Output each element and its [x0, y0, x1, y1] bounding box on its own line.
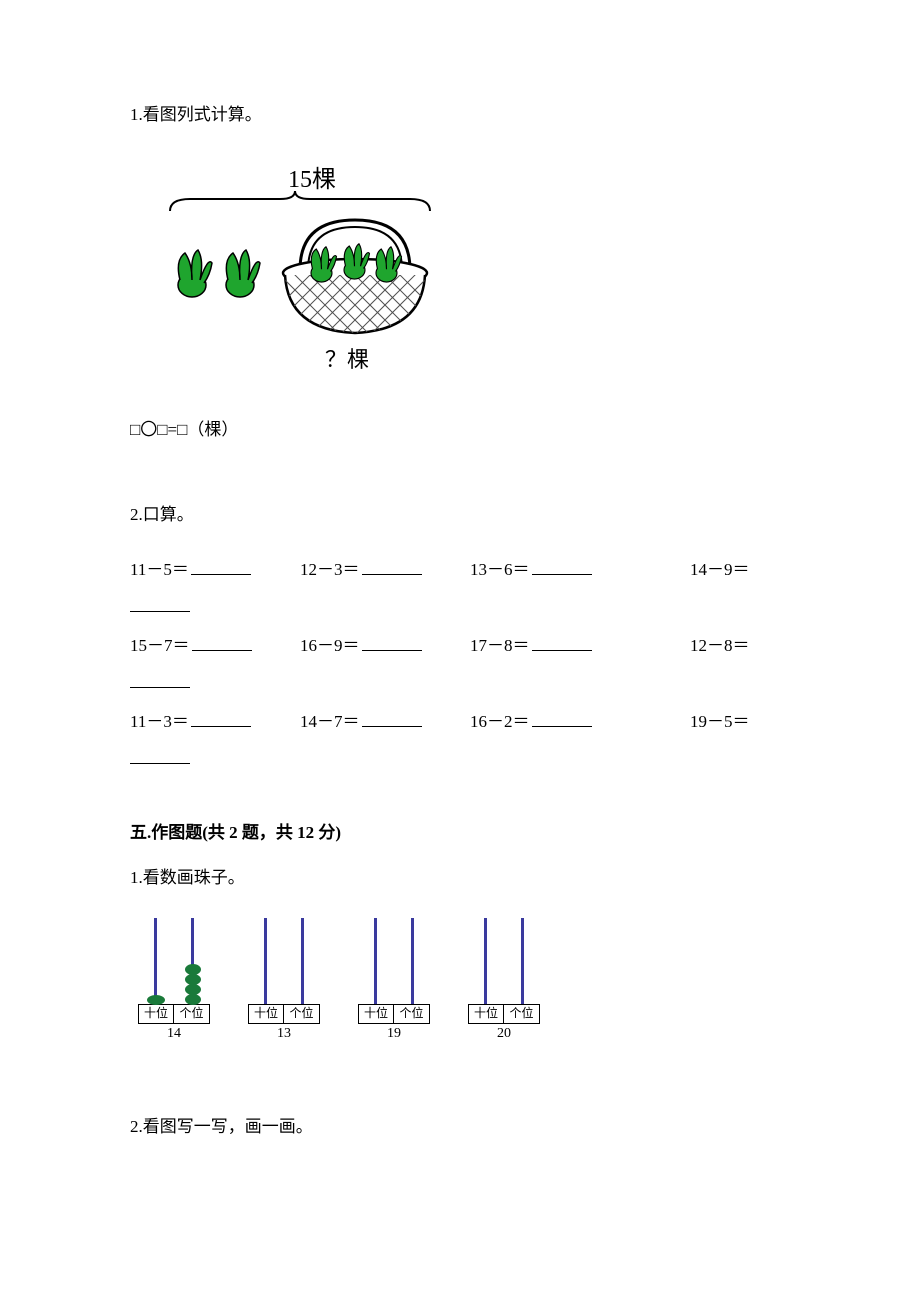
calc-expr: 12－8＝ [690, 631, 750, 656]
ones-rod[interactable] [521, 918, 524, 1004]
ones-label: 个位 [504, 1005, 539, 1023]
abacus-number: 13 [277, 1026, 291, 1042]
calc-item: 16－9＝ [300, 631, 470, 656]
ones-rod[interactable] [301, 918, 304, 1004]
calc-expr: 17－8＝ [470, 631, 530, 656]
calc-expr: 11－3＝ [130, 707, 189, 732]
calc-item: 11－3＝ [130, 707, 300, 732]
answer-blank[interactable] [532, 561, 592, 575]
answer-blank[interactable] [362, 713, 422, 727]
calc-expr: 14－7＝ [300, 707, 360, 732]
q2-label: 2.口算。 [130, 500, 790, 525]
bead [185, 994, 201, 1005]
calc-item: 12－3＝ [300, 555, 470, 580]
calc-item: 11－5＝ [130, 555, 300, 580]
answer-blank[interactable] [362, 637, 422, 651]
abacus-labels: 十位 个位 [248, 1004, 320, 1024]
q1-figure: 15棵 [150, 155, 790, 380]
veg-basket-svg: 15棵 [150, 155, 450, 375]
tens-rod[interactable] [264, 918, 267, 1004]
tens-label: 十位 [359, 1005, 394, 1023]
tens-label: 十位 [469, 1005, 504, 1023]
calc-expr: 15－7＝ [130, 631, 190, 656]
tens-label: 十位 [249, 1005, 284, 1023]
answer-blank[interactable] [192, 637, 252, 651]
answer-blank[interactable] [191, 713, 251, 727]
q1-equation: □〇□=□（棵） [130, 415, 790, 440]
q5-2-label: 2.看图写一写，画一画。 [130, 1112, 790, 1137]
calc-expr: 12－3＝ [300, 555, 360, 580]
answer-blank[interactable] [532, 713, 592, 727]
ones-rod[interactable] [411, 918, 414, 1004]
abacus-number: 19 [387, 1026, 401, 1042]
calc-expr: 13－6＝ [470, 555, 530, 580]
unknown-label: ？棵 [325, 347, 369, 372]
answer-blank[interactable] [362, 561, 422, 575]
calc-row-2: 15－7＝ 16－9＝ 17－8＝ 12－8＝ [130, 631, 790, 656]
calc-item: 15－7＝ [130, 631, 300, 656]
basket [230, 220, 450, 355]
abacus-row: 十位 个位 14 十位 个位 13 十位 个位 19 [138, 918, 790, 1042]
calc-grid: 11－5＝ 12－3＝ 13－6＝ 14－9＝ 15－7＝ 16－9＝ 17－8… [130, 555, 790, 783]
answer-blank[interactable] [130, 750, 190, 764]
tens-rod[interactable] [374, 918, 377, 1004]
bead [147, 995, 165, 1005]
answer-blank[interactable] [130, 598, 190, 612]
calc-row-3: 11－3＝ 14－7＝ 16－2＝ 19－5＝ [130, 707, 790, 732]
calc-item: 12－8＝ [690, 631, 790, 656]
abacus-13: 十位 个位 13 [248, 918, 320, 1042]
section5-header: 五.作图题(共 2 题，共 12 分) [130, 818, 790, 843]
brace [170, 191, 430, 211]
q1-label: 1.看图列式计算。 [130, 100, 790, 125]
abacus-labels: 十位 个位 [358, 1004, 430, 1024]
ones-label: 个位 [394, 1005, 429, 1023]
calc-expr: 11－5＝ [130, 555, 189, 580]
ones-rod [191, 918, 194, 1004]
answer-blank[interactable] [532, 637, 592, 651]
calc-row-1: 11－5＝ 12－3＝ 13－6＝ 14－9＝ [130, 555, 790, 580]
abacus-20: 十位 个位 20 [468, 918, 540, 1042]
calc-item: 19－5＝ [690, 707, 790, 732]
calc-item: 17－8＝ [470, 631, 690, 656]
ones-label: 个位 [174, 1005, 209, 1023]
calc-item: 13－6＝ [470, 555, 690, 580]
abacus-number: 20 [497, 1026, 511, 1042]
total-label: 15棵 [288, 166, 336, 193]
abacus-number: 14 [167, 1026, 181, 1042]
abacus-labels: 十位 个位 [138, 1004, 210, 1024]
ones-label: 个位 [284, 1005, 319, 1023]
calc-expr: 19－5＝ [690, 707, 750, 732]
q5-1-label: 1.看数画珠子。 [130, 863, 790, 888]
veg-outside-1 [178, 250, 212, 297]
tens-rod [154, 918, 157, 1004]
abacus-labels: 十位 个位 [468, 1004, 540, 1024]
calc-expr: 14－9＝ [690, 555, 750, 580]
tens-label: 十位 [139, 1005, 174, 1023]
answer-blank[interactable] [130, 674, 190, 688]
calc-item: 14－9＝ [690, 555, 790, 580]
answer-blank[interactable] [191, 561, 251, 575]
calc-item: 16－2＝ [470, 707, 690, 732]
abacus-14: 十位 个位 14 [138, 918, 210, 1042]
calc-expr: 16－2＝ [470, 707, 530, 732]
abacus-19: 十位 个位 19 [358, 918, 430, 1042]
calc-item: 14－7＝ [300, 707, 470, 732]
calc-expr: 16－9＝ [300, 631, 360, 656]
tens-rod[interactable] [484, 918, 487, 1004]
veg-outside-2 [226, 250, 260, 297]
